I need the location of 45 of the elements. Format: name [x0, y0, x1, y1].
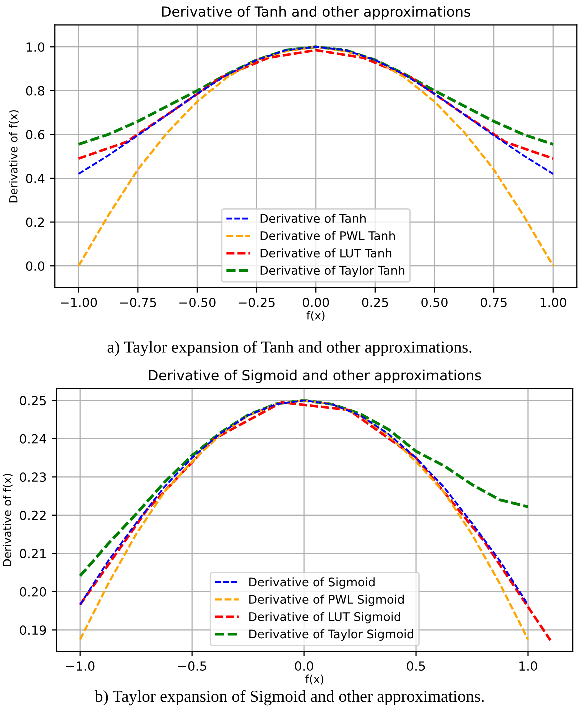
x-tick-label: 0.75	[480, 298, 507, 308]
legend-label: Derivative of PWL Sigmoid	[250, 594, 404, 606]
text: b) Taylor expansion of Sigmoid and other approximations.	[94, 690, 484, 706]
y-tick-label: 0.22	[20, 510, 46, 520]
y-tick-label: 0.21	[20, 549, 46, 559]
y-axis-title: Derivative of f(x)	[2, 474, 13, 566]
y-tick-label: 0.24	[20, 434, 46, 444]
chart-title: Derivative of Sigmoid and other approximations	[149, 370, 482, 384]
line-series	[77, 46, 555, 146]
y-tick-label: 0.0	[26, 262, 45, 272]
y-tick-label: 0.4	[26, 174, 45, 184]
x-tick-label: −0.25	[238, 298, 275, 308]
legend-label: Derivative of Taylor Tanh	[260, 266, 405, 278]
line-series	[78, 46, 554, 268]
y-tick-label: 0.20	[20, 587, 46, 597]
y-tick-label: 0.6	[26, 130, 45, 140]
legend-label: Derivative of PWL Tanh	[260, 231, 396, 240]
x-tick-label: 1.0	[520, 662, 538, 671]
x-tick-label: 0.5	[407, 662, 426, 671]
legend-label: Derivative of Sigmoid	[250, 578, 375, 589]
x-tick-label: −1.0	[66, 662, 95, 671]
y-tick-label: 0.19	[20, 626, 46, 636]
x-tick-label: −0.75	[120, 298, 156, 308]
x-axis-title: f(x)	[306, 311, 325, 322]
x-tick-label: 1.00	[540, 298, 566, 308]
y-tick-label: 1.0	[26, 42, 45, 52]
y-tick-label: 0.2	[26, 218, 44, 228]
y-axis-title: Derivative of f(x)	[9, 110, 20, 203]
legend-label: Derivative of LUT Sigmoid	[250, 612, 400, 624]
x-tick-label: 0.25	[362, 298, 388, 308]
chart-title: Derivative of Tanh and other approximations	[162, 6, 470, 20]
y-tick-label: 0.23	[20, 472, 46, 482]
y-tick-label: 0.25	[20, 396, 46, 406]
x-tick-label: −0.5	[178, 662, 206, 671]
text: a) Taylor expansion of Tanh and other approximations.	[108, 341, 472, 356]
legend-label: Derivative of Tanh	[260, 214, 366, 224]
y-tick-label: 0.8	[26, 86, 45, 96]
x-tick-label: 0.0	[295, 662, 314, 671]
x-tick-label: −0.50	[180, 298, 216, 308]
x-tick-label: 0.50	[422, 298, 448, 308]
legend-label: Derivative of LUT Tanh	[260, 248, 392, 258]
x-tick-label: −1.00	[61, 298, 98, 308]
x-tick-label: 0.00	[303, 298, 330, 308]
legend-label: Derivative of Taylor Sigmoid	[250, 630, 414, 641]
x-axis-title: f(x)	[306, 674, 324, 685]
